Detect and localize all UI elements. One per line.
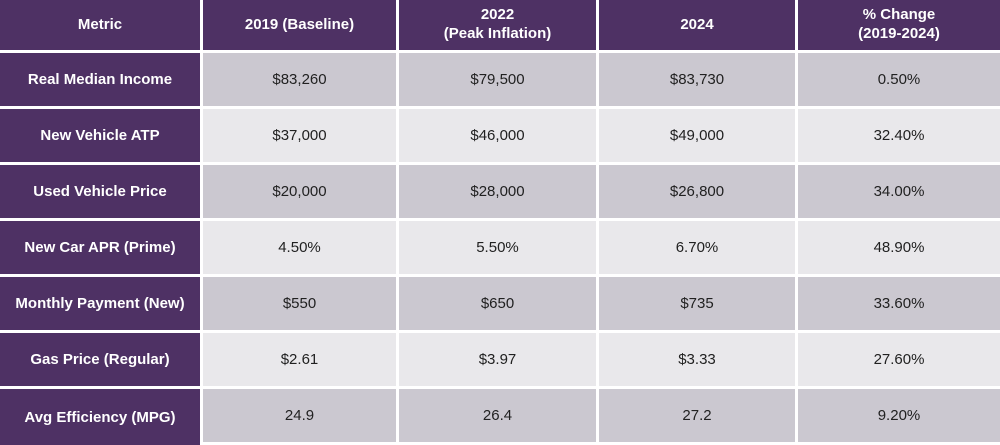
metric-cell: Monthly Payment (New)	[0, 277, 203, 333]
data-cell: $37,000	[203, 109, 399, 165]
table-row: New Car APR (Prime) 4.50% 5.50% 6.70% 48…	[0, 221, 1000, 277]
table-row: Avg Efficiency (MPG) 24.9 26.4 27.2 9.20…	[0, 389, 1000, 445]
data-cell: $49,000	[599, 109, 798, 165]
data-cell: $46,000	[399, 109, 599, 165]
table-header: Metric 2019 (Baseline) 2022 (Peak Inflat…	[0, 0, 1000, 53]
data-cell: 4.50%	[203, 221, 399, 277]
data-cell: $550	[203, 277, 399, 333]
data-cell: $2.61	[203, 333, 399, 389]
metric-cell: Gas Price (Regular)	[0, 333, 203, 389]
data-cell: $20,000	[203, 165, 399, 221]
data-cell: $650	[399, 277, 599, 333]
metric-cell: New Vehicle ATP	[0, 109, 203, 165]
data-cell: $83,730	[599, 53, 798, 109]
data-cell: 26.4	[399, 389, 599, 445]
data-cell: $3.97	[399, 333, 599, 389]
table-row: Monthly Payment (New) $550 $650 $735 33.…	[0, 277, 1000, 333]
data-cell: $3.33	[599, 333, 798, 389]
table-row: Used Vehicle Price $20,000 $28,000 $26,8…	[0, 165, 1000, 221]
data-cell: $735	[599, 277, 798, 333]
data-cell: $28,000	[399, 165, 599, 221]
header-cell-metric: Metric	[0, 0, 203, 53]
data-cell: 24.9	[203, 389, 399, 445]
data-cell: 48.90%	[798, 221, 1000, 277]
header-cell-2024: 2024	[599, 0, 798, 53]
data-cell: $26,800	[599, 165, 798, 221]
metric-cell: New Car APR (Prime)	[0, 221, 203, 277]
data-cell: 5.50%	[399, 221, 599, 277]
metric-cell: Real Median Income	[0, 53, 203, 109]
data-cell: 0.50%	[798, 53, 1000, 109]
header-cell-pct-change: % Change (2019-2024)	[798, 0, 1000, 53]
data-cell: 27.60%	[798, 333, 1000, 389]
header-cell-2022: 2022 (Peak Inflation)	[399, 0, 599, 53]
header-cell-2019: 2019 (Baseline)	[203, 0, 399, 53]
data-cell: 6.70%	[599, 221, 798, 277]
data-cell: 34.00%	[798, 165, 1000, 221]
table-row: New Vehicle ATP $37,000 $46,000 $49,000 …	[0, 109, 1000, 165]
data-cell: 33.60%	[798, 277, 1000, 333]
data-cell: 32.40%	[798, 109, 1000, 165]
data-cell: 27.2	[599, 389, 798, 445]
table-body: Real Median Income $83,260 $79,500 $83,7…	[0, 53, 1000, 445]
metric-cell: Avg Efficiency (MPG)	[0, 389, 203, 445]
data-cell: $83,260	[203, 53, 399, 109]
data-cell: 9.20%	[798, 389, 1000, 445]
table-row: Gas Price (Regular) $2.61 $3.97 $3.33 27…	[0, 333, 1000, 389]
metric-cell: Used Vehicle Price	[0, 165, 203, 221]
table-row: Real Median Income $83,260 $79,500 $83,7…	[0, 53, 1000, 109]
header-row: Metric 2019 (Baseline) 2022 (Peak Inflat…	[0, 0, 1000, 53]
data-cell: $79,500	[399, 53, 599, 109]
